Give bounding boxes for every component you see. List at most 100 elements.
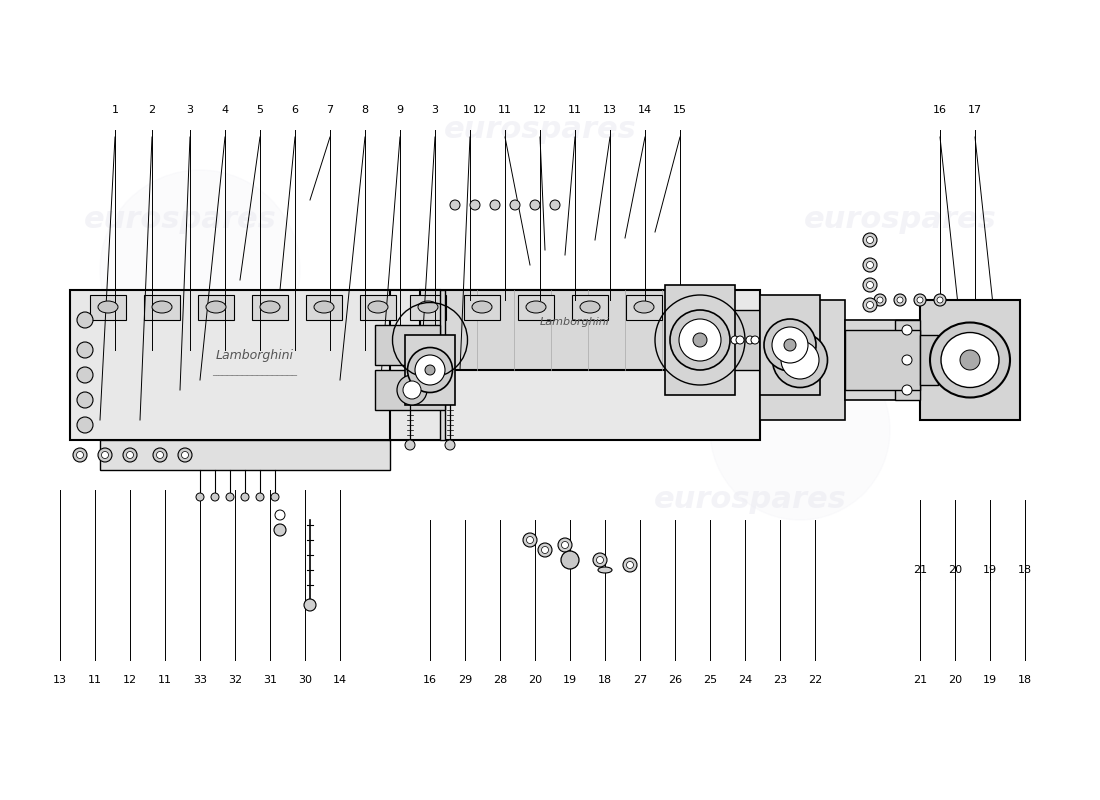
Ellipse shape xyxy=(623,558,637,572)
Ellipse shape xyxy=(425,365,435,375)
Ellipse shape xyxy=(77,342,94,358)
Ellipse shape xyxy=(930,322,1010,398)
Ellipse shape xyxy=(867,302,873,309)
Ellipse shape xyxy=(917,297,923,303)
Text: 3: 3 xyxy=(431,105,439,115)
Ellipse shape xyxy=(472,301,492,313)
Text: eurospares: eurospares xyxy=(84,206,276,234)
Ellipse shape xyxy=(101,451,109,458)
Text: 27: 27 xyxy=(632,675,647,685)
Ellipse shape xyxy=(561,551,579,569)
Bar xyxy=(572,295,608,320)
Text: eurospares: eurospares xyxy=(804,206,997,234)
Ellipse shape xyxy=(304,599,316,611)
Ellipse shape xyxy=(960,350,980,370)
Ellipse shape xyxy=(77,417,94,433)
Ellipse shape xyxy=(596,557,604,563)
Text: 25: 25 xyxy=(703,675,717,685)
Bar xyxy=(518,295,554,320)
Ellipse shape xyxy=(256,493,264,501)
Text: 3: 3 xyxy=(187,105,194,115)
Bar xyxy=(920,335,938,385)
Ellipse shape xyxy=(751,336,759,344)
Bar xyxy=(760,295,820,395)
Ellipse shape xyxy=(470,200,480,210)
Ellipse shape xyxy=(182,451,188,458)
Text: 16: 16 xyxy=(933,105,947,115)
Ellipse shape xyxy=(206,301,225,313)
Ellipse shape xyxy=(77,312,94,328)
Ellipse shape xyxy=(77,392,94,408)
Ellipse shape xyxy=(510,200,520,210)
Text: 23: 23 xyxy=(773,675,788,685)
Ellipse shape xyxy=(153,448,167,462)
Bar xyxy=(90,295,126,320)
Text: 19: 19 xyxy=(983,675,997,685)
Ellipse shape xyxy=(407,347,452,393)
Ellipse shape xyxy=(156,451,164,458)
Text: 9: 9 xyxy=(396,105,404,115)
Ellipse shape xyxy=(772,327,808,363)
Ellipse shape xyxy=(867,282,873,289)
Bar xyxy=(100,440,390,470)
Ellipse shape xyxy=(914,294,926,306)
Text: Lamborghini: Lamborghini xyxy=(216,349,294,362)
Bar xyxy=(390,290,760,440)
Ellipse shape xyxy=(77,451,84,458)
Text: 11: 11 xyxy=(158,675,172,685)
Ellipse shape xyxy=(902,385,912,395)
Ellipse shape xyxy=(522,533,537,547)
Ellipse shape xyxy=(241,493,249,501)
Ellipse shape xyxy=(405,440,415,450)
Ellipse shape xyxy=(123,448,138,462)
Text: 11: 11 xyxy=(568,105,582,115)
Ellipse shape xyxy=(874,294,886,306)
Text: 2: 2 xyxy=(148,105,155,115)
Bar xyxy=(252,295,288,320)
Text: 10: 10 xyxy=(463,105,477,115)
Text: 21: 21 xyxy=(913,675,927,685)
Text: 30: 30 xyxy=(298,675,312,685)
Bar xyxy=(198,295,234,320)
Text: 11: 11 xyxy=(498,105,512,115)
Ellipse shape xyxy=(867,237,873,243)
Text: 28: 28 xyxy=(493,675,507,685)
Circle shape xyxy=(710,340,890,520)
Bar xyxy=(730,310,760,370)
Ellipse shape xyxy=(940,333,999,387)
Ellipse shape xyxy=(314,301,334,313)
Text: 31: 31 xyxy=(263,675,277,685)
Text: 13: 13 xyxy=(603,105,617,115)
Ellipse shape xyxy=(152,301,172,313)
Text: 18: 18 xyxy=(598,675,612,685)
Ellipse shape xyxy=(627,562,634,569)
Ellipse shape xyxy=(593,553,607,567)
Ellipse shape xyxy=(746,336,754,344)
Text: 12: 12 xyxy=(123,675,138,685)
Ellipse shape xyxy=(896,297,903,303)
Ellipse shape xyxy=(864,278,877,292)
Ellipse shape xyxy=(732,336,739,344)
Ellipse shape xyxy=(784,339,796,351)
Ellipse shape xyxy=(403,381,421,399)
Ellipse shape xyxy=(415,355,446,385)
Text: 33: 33 xyxy=(192,675,207,685)
Ellipse shape xyxy=(98,448,112,462)
Text: 26: 26 xyxy=(668,675,682,685)
Text: 14: 14 xyxy=(333,675,348,685)
Ellipse shape xyxy=(867,262,873,269)
Ellipse shape xyxy=(772,333,827,387)
Bar xyxy=(626,295,662,320)
Ellipse shape xyxy=(226,493,234,501)
Ellipse shape xyxy=(670,310,730,370)
Ellipse shape xyxy=(688,301,708,313)
Bar xyxy=(420,290,730,370)
Bar xyxy=(920,300,1020,420)
Bar xyxy=(464,295,500,320)
Text: 8: 8 xyxy=(362,105,369,115)
Text: 18: 18 xyxy=(1018,675,1032,685)
Bar xyxy=(760,300,845,420)
Ellipse shape xyxy=(211,493,219,501)
Ellipse shape xyxy=(490,200,500,210)
Text: 20: 20 xyxy=(948,565,962,575)
